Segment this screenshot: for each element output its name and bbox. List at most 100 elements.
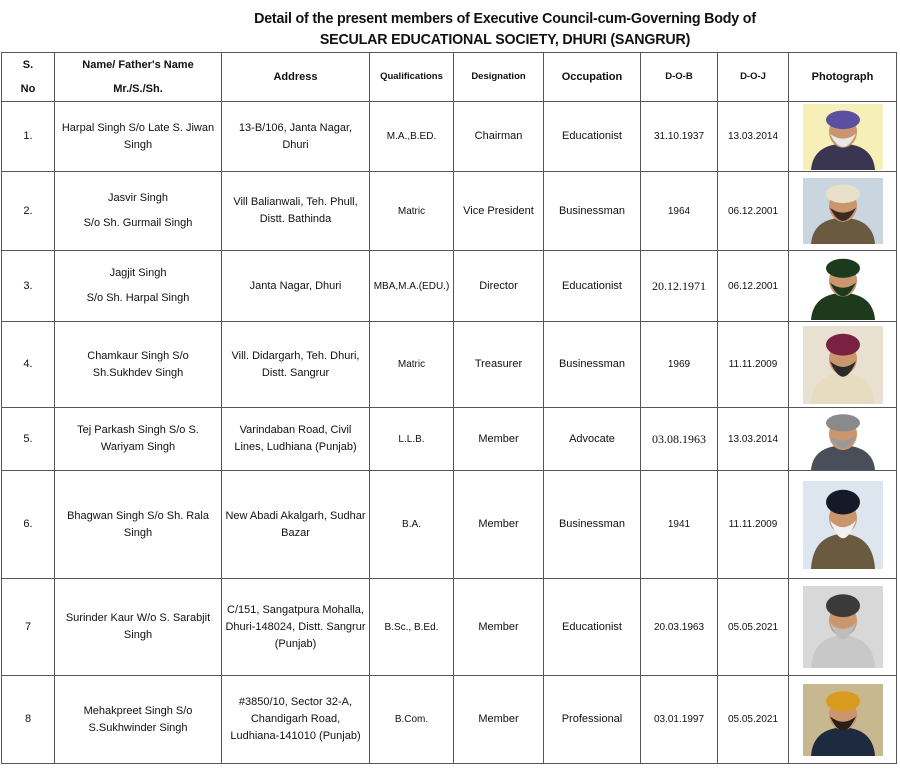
cell-dob: 1964 [640, 171, 718, 251]
table-row: 1. Harpal Singh S/o Late S. Jiwan Singh … [1, 101, 897, 172]
cell-qualifications: Matric [369, 321, 454, 408]
cell-qualifications: Matric [369, 171, 454, 251]
cell-designation: Member [453, 675, 544, 764]
cell-address: Varindaban Road, Civil Lines, Ludhiana (… [221, 407, 370, 471]
members-table: S. No Name/ Father's Name Mr./S./Sh. Addre… [1, 52, 897, 764]
cell-photograph [788, 321, 897, 408]
cell-dob: 31.10.1937 [640, 101, 718, 172]
cell-qualifications: B.Com. [369, 675, 454, 764]
table-row: 7 Surinder Kaur W/o S. Sarabjit Singh C/… [1, 578, 897, 676]
header-qualifications: Qualifications [369, 52, 454, 102]
cell-address: New Abadi Akalgarh, Sudhar Bazar [221, 470, 370, 579]
cell-photograph [788, 407, 897, 471]
cell-designation: Treasurer [453, 321, 544, 408]
cell-occupation: Educationist [543, 578, 641, 676]
document-title: Detail of the present members of Executi… [25, 8, 900, 50]
cell-doj: 06.12.2001 [717, 250, 789, 322]
cell-photograph [788, 250, 897, 322]
cell-sno: 1. [1, 101, 55, 172]
cell-photograph [788, 470, 897, 579]
cell-address: C/151, Sangatpura Mohalla, Dhuri-148024,… [221, 578, 370, 676]
title-line-2: SECULAR EDUCATIONAL SOCIETY, DHURI (SANG… [319, 31, 691, 48]
cell-name: Tej Parkash Singh S/o S. Wariyam Singh [54, 407, 222, 471]
member-photo [802, 103, 883, 170]
cell-doj: 05.05.2021 [717, 675, 789, 764]
cell-dob: 20.12.1971 [640, 250, 718, 322]
header-address: Address [221, 52, 370, 102]
cell-sno: 2. [1, 171, 55, 251]
cell-sno: 4. [1, 321, 55, 408]
header-name: Name/ Father's Name Mr./S./Sh. [54, 52, 222, 102]
cell-name: Surinder Kaur W/o S. Sarabjit Singh [54, 578, 222, 676]
cell-photograph [788, 578, 897, 676]
table-row: 6. Bhagwan Singh S/o Sh. Rala Singh New … [1, 470, 897, 579]
cell-photograph [788, 675, 897, 764]
cell-qualifications: MBA,M.A.(EDU.) [369, 250, 454, 322]
cell-qualifications: L.L.B. [369, 407, 454, 471]
cell-photograph [788, 171, 897, 251]
cell-qualifications: B.Sc., B.Ed. [369, 578, 454, 676]
cell-doj: 13.03.2014 [717, 101, 789, 172]
header-row: S. No Name/ Father's Name Mr./S./Sh. Addre… [1, 52, 897, 102]
cell-name: Mehakpreet Singh S/o S.Sukhwinder Singh [54, 675, 222, 764]
table-row: 5. Tej Parkash Singh S/o S. Wariyam Sing… [1, 407, 897, 471]
header-sno: S. No [1, 52, 55, 102]
member-photo [802, 408, 883, 470]
member-photo [802, 178, 883, 244]
cell-designation: Member [453, 578, 544, 676]
member-photo [802, 683, 883, 756]
table-row: 4. Chamkaur Singh S/o Sh.Sukhdev Singh V… [1, 321, 897, 408]
cell-qualifications: M.A.,B.ED. [369, 101, 454, 172]
header-occupation: Occupation [543, 52, 641, 102]
cell-occupation: Advocate [543, 407, 641, 471]
cell-occupation: Educationist [543, 101, 641, 172]
cell-doj: 05.05.2021 [717, 578, 789, 676]
cell-doj: 11.11.2009 [717, 470, 789, 579]
member-photo [802, 325, 883, 404]
cell-photograph [788, 101, 897, 172]
cell-name: Harpal Singh S/o Late S. Jiwan Singh [54, 101, 222, 172]
cell-name: Chamkaur Singh S/o Sh.Sukhdev Singh [54, 321, 222, 408]
cell-occupation: Educationist [543, 250, 641, 322]
cell-doj: 06.12.2001 [717, 171, 789, 251]
cell-dob: 1969 [640, 321, 718, 408]
cell-address: #3850/10, Sector 32-A, Chandigarh Road, … [221, 675, 370, 764]
cell-address: Janta Nagar, Dhuri [221, 250, 370, 322]
cell-dob: 1941 [640, 470, 718, 579]
cell-doj: 13.03.2014 [717, 407, 789, 471]
cell-designation: Vice President [453, 171, 544, 251]
table-row: 2. Jasvir Singh S/o Sh. Gurmail Singh Vil… [1, 171, 897, 251]
cell-designation: Chairman [453, 101, 544, 172]
cell-sno: 7 [1, 578, 55, 676]
cell-qualifications: B.A. [369, 470, 454, 579]
cell-address: Vill Balianwali, Teh. Phull, Distt. Bath… [221, 171, 370, 251]
header-dob: D-O-B [640, 52, 718, 102]
member-photo [802, 586, 883, 668]
title-line-1: Detail of the present members of Executi… [254, 10, 756, 27]
cell-sno: 3. [1, 250, 55, 322]
header-doj: D-O-J [717, 52, 789, 102]
cell-sno: 8 [1, 675, 55, 764]
cell-dob: 03.01.1997 [640, 675, 718, 764]
cell-occupation: Professional [543, 675, 641, 764]
header-photograph: Photograph [788, 52, 897, 102]
cell-occupation: Businessman [543, 171, 641, 251]
member-photo [802, 480, 883, 569]
cell-dob: 20.03.1963 [640, 578, 718, 676]
cell-dob: 03.08.1963 [640, 407, 718, 471]
cell-designation: Member [453, 407, 544, 471]
table-row: 8 Mehakpreet Singh S/o S.Sukhwinder Sing… [1, 675, 897, 764]
cell-sno: 6. [1, 470, 55, 579]
cell-address: Vill. Didargarh, Teh. Dhuri, Distt. Sang… [221, 321, 370, 408]
cell-occupation: Businessman [543, 321, 641, 408]
cell-name: Bhagwan Singh S/o Sh. Rala Singh [54, 470, 222, 579]
cell-doj: 11.11.2009 [717, 321, 789, 408]
cell-address: 13-B/106, Janta Nagar, Dhuri [221, 101, 370, 172]
table-row: 3. Jagjit Singh S/o Sh. Harpal Singh Jant… [1, 250, 897, 322]
member-photo [802, 252, 883, 320]
cell-occupation: Businessman [543, 470, 641, 579]
cell-designation: Member [453, 470, 544, 579]
header-designation: Designation [453, 52, 544, 102]
cell-sno: 5. [1, 407, 55, 471]
cell-name: Jagjit Singh S/o Sh. Harpal Singh [54, 250, 222, 322]
